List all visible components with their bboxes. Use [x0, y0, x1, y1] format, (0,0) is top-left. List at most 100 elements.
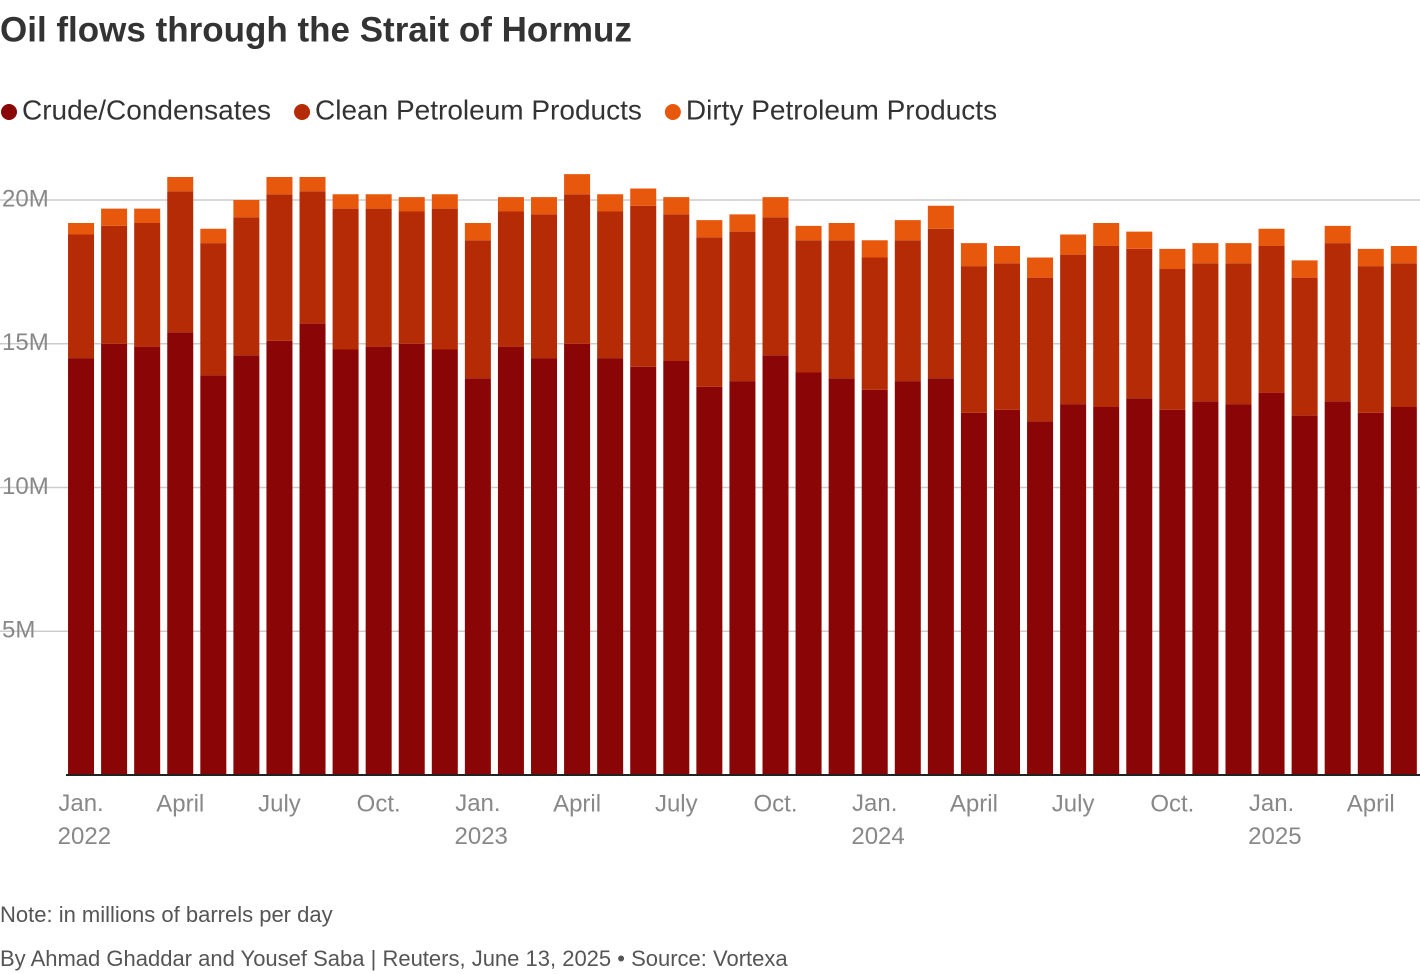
bar-segment — [729, 214, 756, 232]
bar-segment — [729, 231, 756, 382]
x-tick-label: Oct. — [357, 790, 401, 817]
bar-segment — [266, 340, 293, 775]
bar-segment — [795, 372, 822, 775]
bar-segment — [696, 386, 723, 775]
bar-segment — [564, 194, 591, 344]
note: Note: in millions of barrels per day — [0, 902, 333, 927]
bar-segment — [861, 240, 888, 258]
legend-label: Dirty Petroleum Products — [686, 94, 997, 125]
bar-segment — [861, 257, 888, 390]
bar-segment — [1291, 260, 1318, 278]
bar-segment — [762, 217, 789, 356]
bar-segment — [68, 358, 95, 775]
bar-segment — [497, 346, 524, 775]
bar-segment — [365, 194, 392, 209]
bar-segment — [531, 197, 558, 215]
bar-segment — [960, 266, 987, 413]
x-tick-label-line: Jan. — [58, 790, 103, 817]
y-tick-label: 10M — [2, 473, 49, 500]
x-tick-label: Oct. — [753, 790, 797, 817]
bar-segment — [1192, 401, 1219, 775]
x-tick-label: July — [655, 790, 698, 817]
bar-segment — [134, 223, 161, 347]
bar-segment — [1357, 412, 1384, 775]
bar-segment — [993, 246, 1020, 264]
bar-segment — [1390, 407, 1417, 775]
bar-segment — [1126, 398, 1153, 775]
byline: By Ahmad Ghaddar and Yousef Saba | Reute… — [0, 946, 788, 971]
bar-segment — [1027, 421, 1054, 775]
bar-segment — [1192, 263, 1219, 402]
x-tick-label: July — [258, 790, 301, 817]
x-tick-label: April — [950, 790, 998, 817]
bar-segment — [1126, 248, 1153, 399]
bar-segment — [894, 220, 921, 241]
bar-segment — [927, 378, 954, 775]
bar-segment — [431, 208, 458, 350]
bar-segment — [1027, 277, 1054, 422]
x-tick-label: April — [156, 790, 204, 817]
bar-segment — [828, 378, 855, 775]
bar-segment — [597, 194, 624, 212]
y-tick-label: 20M — [2, 185, 49, 212]
bar-segment — [134, 346, 161, 775]
bar-segment — [663, 361, 690, 775]
bar-segment — [266, 177, 293, 195]
bar-segment — [1027, 257, 1054, 278]
legend: Crude/Condensates Clean Petroleum Product… — [1, 94, 997, 125]
y-tick-label: 5M — [2, 617, 35, 644]
bar-segment — [597, 358, 624, 775]
bar-segment — [960, 243, 987, 267]
x-tick-label-line: Jan. — [455, 790, 500, 817]
bar-segment — [101, 343, 128, 775]
bar-segment — [167, 191, 194, 333]
bar-segment — [266, 194, 293, 341]
x-tick-label: April — [553, 790, 601, 817]
bar-segment — [365, 346, 392, 775]
bar-segment — [1060, 234, 1087, 255]
bar-segment — [1357, 266, 1384, 413]
x-tick-label-line: Jan. — [1249, 790, 1294, 817]
bar-segment — [1291, 415, 1318, 775]
bar-segment — [332, 208, 359, 350]
bar-segment — [1324, 225, 1351, 244]
legend-label: Crude/Condensates — [22, 94, 271, 125]
legend-label: Clean Petroleum Products — [315, 94, 642, 125]
bar-segment — [663, 214, 690, 361]
bar-segment — [431, 349, 458, 775]
bar-segment — [696, 237, 723, 387]
bar-segment — [299, 177, 326, 192]
bar-segment — [828, 240, 855, 379]
bar-segment — [993, 263, 1020, 410]
x-tick-label: Jan. 2023 — [448, 790, 508, 850]
bar-segment — [167, 177, 194, 192]
bar-segment — [564, 174, 591, 195]
bar-segment — [464, 223, 491, 241]
bar-segment — [398, 211, 425, 344]
bar-segment — [464, 240, 491, 379]
bar-segment — [233, 200, 260, 218]
legend-marker — [664, 104, 681, 120]
bar-segment — [894, 381, 921, 775]
bar-segment — [564, 343, 591, 775]
bar-segment — [398, 197, 425, 212]
bar-segment — [299, 323, 326, 775]
bar-segment — [1324, 401, 1351, 775]
x-tick-label: Jan. 2024 — [845, 790, 905, 850]
bar-segment — [960, 412, 987, 775]
bar-segment — [299, 191, 326, 324]
bar-segment — [993, 409, 1020, 775]
bar-segment — [927, 228, 954, 379]
x-tick-label: Jan. 2025 — [1242, 790, 1302, 850]
bar-segment — [68, 223, 95, 235]
x-tick-label-line: 2024 — [845, 823, 905, 850]
bar-segment — [1093, 407, 1120, 775]
chart-title: Oil flows through the Strait of Hormuz — [0, 10, 632, 49]
bar-segment — [729, 381, 756, 775]
bar-segment — [1060, 404, 1087, 775]
bar-segment — [531, 214, 558, 359]
x-tick-label: Oct. — [1150, 790, 1194, 817]
bar-segment — [1225, 263, 1252, 405]
bar-segment — [365, 208, 392, 347]
